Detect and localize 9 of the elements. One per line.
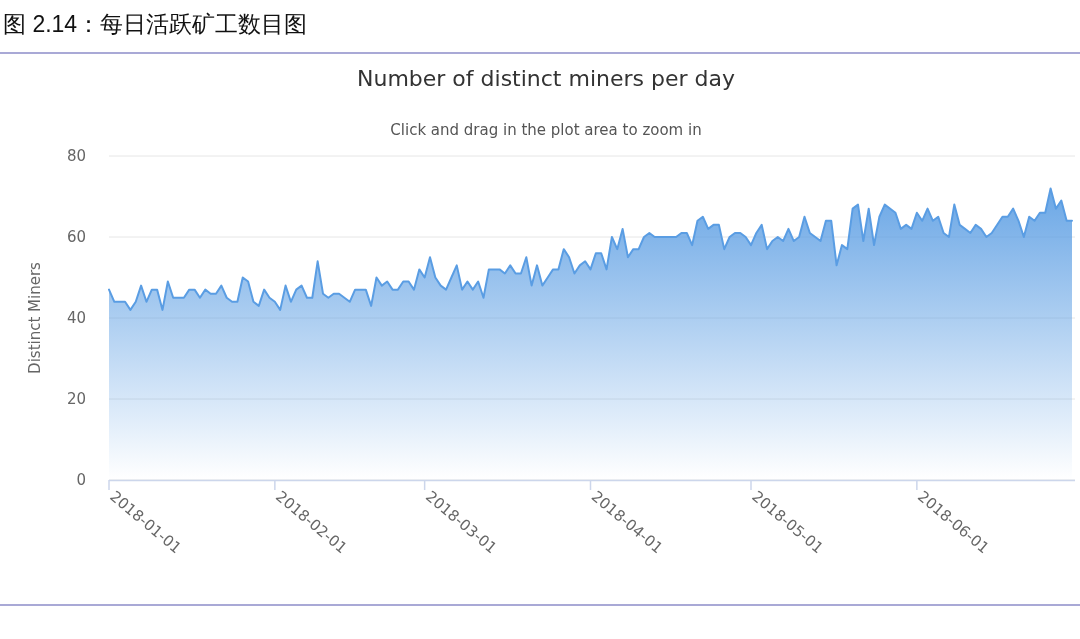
y-tick-label: 60 [66,228,86,246]
y-axis-title: Distinct Miners [26,261,44,374]
y-tick-label: 80 [66,147,86,165]
caption: 图 2.14：每日活跃矿工数目图 [3,11,308,37]
chart-subtitle: Click and drag in the plot area to zoom in [390,121,702,139]
y-tick-label: 0 [76,471,86,489]
y-tick-label: 40 [66,309,86,327]
y-tick-label: 20 [66,390,86,408]
chart-title: Number of distinct miners per day [356,66,736,91]
